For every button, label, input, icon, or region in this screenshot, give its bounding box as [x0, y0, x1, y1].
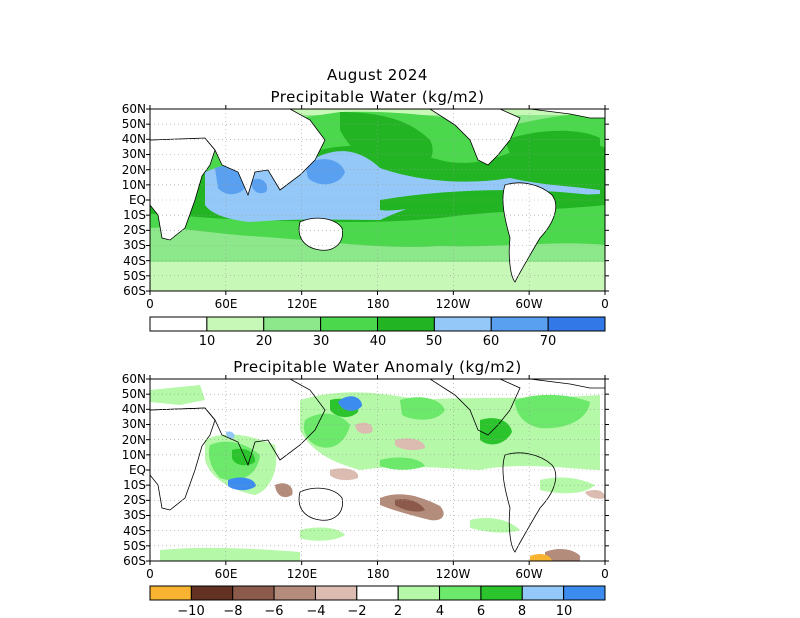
colorbar-swatch — [397, 585, 441, 601]
map1-cb-label-40: 40 — [370, 334, 387, 349]
map2-lat-labels: 60N 50N 40N 30N 20N 10N EQ 10S 20S 30S 4… — [122, 372, 146, 568]
map1-fields — [150, 109, 605, 291]
colorbar-swatch — [314, 585, 358, 601]
map1-cb-label-30: 30 — [313, 334, 330, 349]
map1-lon-60w: 60W — [515, 297, 542, 311]
map1-lat-20n: 20N — [122, 163, 146, 177]
map2-lat-40s: 40S — [123, 524, 146, 538]
map2-lon-180: 180 — [367, 567, 390, 581]
map2-colorbar — [149, 585, 606, 601]
map2-lat-20n: 20N — [122, 433, 146, 447]
map1-colorbar-labels: 10 20 30 40 50 60 70 — [199, 334, 557, 349]
map1-plot: 60N 50N 40N 30N 20N 10N EQ 10S 20S 30S 4… — [122, 102, 609, 311]
map2-cb-label-10: 10 — [556, 604, 573, 618]
map2-cb-label-m4: −4 — [306, 604, 325, 618]
colorbar-swatch — [273, 585, 316, 601]
map1-ticks — [146, 105, 609, 295]
colorbar-swatch — [149, 585, 192, 601]
map1-lat-eq: EQ — [129, 193, 146, 207]
colorbar-swatch — [433, 316, 492, 332]
map2-colorbar-labels: −10 −8 −6 −4 −2 2 4 6 8 10 — [177, 604, 572, 618]
colorbar-swatch — [263, 316, 322, 332]
map1-cb-label-20: 20 — [256, 334, 273, 349]
colorbar-swatch — [320, 316, 378, 332]
map2-lon-0: 0 — [146, 567, 154, 581]
colorbar-swatch — [521, 585, 565, 601]
map2-cb-label-8: 8 — [518, 604, 526, 618]
map1-lon-360: 0 — [601, 297, 609, 311]
map2-cb-label-m10: −10 — [177, 604, 204, 618]
map1-lat-50n: 50N — [122, 117, 146, 131]
colorbar-swatch — [547, 316, 606, 332]
map1-lat-50s: 50S — [123, 269, 146, 283]
map2-cb-label-m2: −2 — [347, 604, 366, 618]
map2-lat-50s: 50S — [123, 539, 146, 553]
colorbar-swatch — [190, 585, 234, 601]
map2-lon-labels: 0 60E 120E 180 120W 60W 0 — [146, 567, 609, 581]
map2-fields — [150, 379, 605, 561]
map2-lon-120w: 120W — [436, 567, 471, 581]
map2-lon-120e: 120E — [287, 567, 318, 581]
map1-lat-40s: 40S — [123, 254, 146, 268]
map1-lat-60s: 60S — [123, 284, 146, 298]
map2-cb-label-4: 4 — [436, 604, 444, 618]
map1-lat-labels: 60N 50N 40N 30N 20N 10N EQ 10S 20S 30S 4… — [122, 102, 146, 298]
colorbar-swatch — [439, 585, 482, 601]
map2-lat-30s: 30S — [123, 508, 146, 522]
map1-cb-label-60: 60 — [483, 334, 500, 349]
map1-lat-30n: 30N — [122, 147, 146, 161]
colorbar-swatch — [377, 316, 435, 332]
map2-lat-10s: 10S — [123, 478, 146, 492]
map1-lon-labels: 0 60E 120E 180 120W 60W 0 — [146, 297, 609, 311]
map2-lon-360: 0 — [601, 567, 609, 581]
map2-cb-label-m8: −8 — [223, 604, 242, 618]
map2-lon-60e: 60E — [215, 567, 238, 581]
map1-lon-120w: 120W — [436, 297, 471, 311]
map1-lat-60n: 60N — [122, 102, 146, 116]
map1-lat-40n: 40N — [122, 132, 146, 146]
map2-cb-label-6: 6 — [477, 604, 485, 618]
map1-lon-180: 180 — [367, 297, 390, 311]
map2-plot: 60N 50N 40N 30N 20N 10N EQ 10S 20S 30S 4… — [122, 372, 609, 581]
map1-cb-label-50: 50 — [426, 334, 443, 349]
map2-lat-eq: EQ — [129, 463, 146, 477]
map1-lon-60e: 60E — [215, 297, 238, 311]
colorbar-swatch — [356, 585, 399, 601]
map2-lat-60s: 60S — [123, 554, 146, 568]
map2-lat-10n: 10N — [122, 448, 146, 462]
colorbar-swatch — [206, 316, 265, 332]
map2-cb-label-2: 2 — [394, 604, 402, 618]
map2-title: Precipitable Water Anomaly (kg/m2) — [233, 358, 522, 376]
colorbar-swatch — [563, 585, 606, 601]
map1-cb-label-70: 70 — [540, 334, 557, 349]
map1-title-line2: Precipitable Water (kg/m2) — [270, 88, 485, 106]
map1-lat-10s: 10S — [123, 208, 146, 222]
colorbar-swatch — [480, 585, 523, 601]
map1-lon-0: 0 — [146, 297, 154, 311]
map1-lat-10n: 10N — [122, 178, 146, 192]
map2-ticks — [146, 375, 609, 565]
map1-lat-30s: 30S — [123, 238, 146, 252]
colorbar-swatch — [490, 316, 549, 332]
map1-title-line1: August 2024 — [327, 66, 428, 84]
map1-colorbar — [149, 316, 606, 332]
map2-cb-label-m6: −6 — [264, 604, 283, 618]
colorbar-swatch — [149, 316, 208, 332]
colorbar-swatch — [232, 585, 275, 601]
map1-lon-120e: 120E — [287, 297, 318, 311]
map1-cb-label-10: 10 — [199, 334, 216, 349]
map2-lat-30n: 30N — [122, 417, 146, 431]
map2-lat-20s: 20S — [123, 493, 146, 507]
map1-continents — [150, 109, 605, 283]
map2-lat-50n: 50N — [122, 387, 146, 401]
map2-lat-60n: 60N — [122, 372, 146, 386]
map1-lat-20s: 20S — [123, 223, 146, 237]
map2-lon-60w: 60W — [515, 567, 542, 581]
map2-lat-40n: 40N — [122, 402, 146, 416]
